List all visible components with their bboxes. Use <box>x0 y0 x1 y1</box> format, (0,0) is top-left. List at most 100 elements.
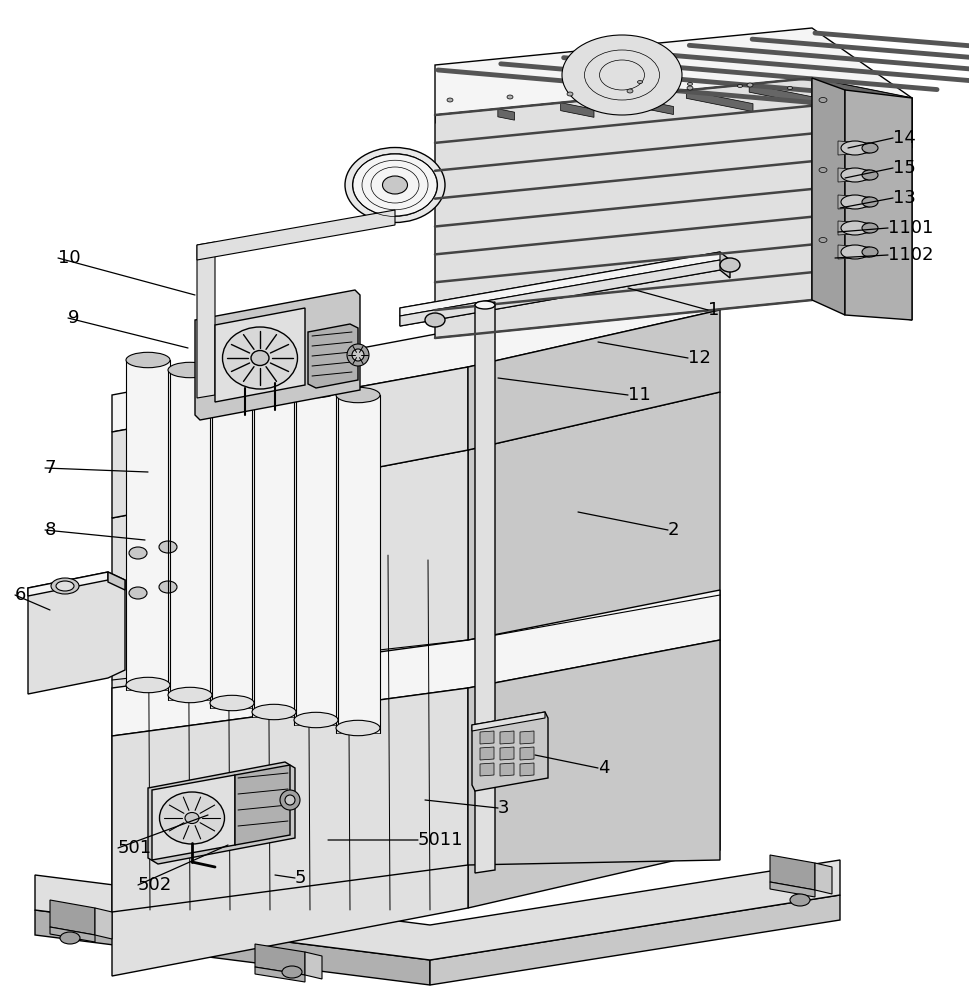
Ellipse shape <box>687 86 693 90</box>
Polygon shape <box>305 952 322 979</box>
Ellipse shape <box>737 85 742 88</box>
Polygon shape <box>255 967 305 982</box>
Text: 12: 12 <box>688 349 711 367</box>
Polygon shape <box>520 763 534 776</box>
Ellipse shape <box>819 167 827 172</box>
Text: 8: 8 <box>45 521 56 539</box>
Polygon shape <box>472 712 545 731</box>
Text: 15: 15 <box>893 159 916 177</box>
Polygon shape <box>112 688 468 912</box>
Ellipse shape <box>841 245 869 259</box>
Polygon shape <box>770 855 815 890</box>
Polygon shape <box>520 731 534 744</box>
Ellipse shape <box>159 541 177 553</box>
Polygon shape <box>498 109 515 120</box>
Text: 1101: 1101 <box>888 219 933 237</box>
Polygon shape <box>770 882 815 897</box>
Polygon shape <box>50 900 95 935</box>
Polygon shape <box>468 310 720 450</box>
Polygon shape <box>28 572 125 694</box>
Polygon shape <box>168 370 212 700</box>
Ellipse shape <box>210 370 254 386</box>
Polygon shape <box>112 590 720 736</box>
Polygon shape <box>138 534 168 566</box>
Ellipse shape <box>252 704 296 720</box>
Polygon shape <box>480 763 494 776</box>
Ellipse shape <box>251 351 269 365</box>
Polygon shape <box>112 367 468 518</box>
Polygon shape <box>749 84 832 109</box>
Polygon shape <box>812 78 912 106</box>
Text: 10: 10 <box>58 249 80 267</box>
Ellipse shape <box>223 327 297 389</box>
Polygon shape <box>686 90 753 112</box>
Text: 501: 501 <box>118 839 152 857</box>
Ellipse shape <box>819 98 827 103</box>
Ellipse shape <box>185 812 199 824</box>
Polygon shape <box>480 747 494 760</box>
Text: 5: 5 <box>295 869 306 887</box>
Polygon shape <box>838 141 870 155</box>
Ellipse shape <box>294 382 338 398</box>
Polygon shape <box>430 895 840 985</box>
Polygon shape <box>400 252 730 326</box>
Polygon shape <box>472 712 548 791</box>
Polygon shape <box>215 308 305 402</box>
Ellipse shape <box>862 143 878 153</box>
Ellipse shape <box>383 176 408 194</box>
Ellipse shape <box>562 35 682 115</box>
Polygon shape <box>468 392 720 908</box>
Ellipse shape <box>285 795 295 805</box>
Ellipse shape <box>720 258 740 272</box>
Polygon shape <box>480 731 494 744</box>
Text: 5011: 5011 <box>418 831 463 849</box>
Ellipse shape <box>687 83 693 86</box>
Text: 9: 9 <box>68 309 79 327</box>
Ellipse shape <box>280 790 300 810</box>
Ellipse shape <box>294 712 338 728</box>
Polygon shape <box>95 908 112 939</box>
Ellipse shape <box>352 349 364 361</box>
Ellipse shape <box>790 894 810 906</box>
Polygon shape <box>50 927 95 942</box>
Text: 11: 11 <box>628 386 651 404</box>
Text: 1: 1 <box>708 301 719 319</box>
Polygon shape <box>152 775 235 860</box>
Ellipse shape <box>336 720 380 736</box>
Polygon shape <box>500 731 514 744</box>
Polygon shape <box>294 390 338 725</box>
Ellipse shape <box>353 154 437 216</box>
Polygon shape <box>112 272 720 432</box>
Text: 2: 2 <box>668 521 679 539</box>
Ellipse shape <box>160 792 225 844</box>
Polygon shape <box>148 762 295 864</box>
Text: 13: 13 <box>893 189 916 207</box>
Polygon shape <box>838 245 870 259</box>
Ellipse shape <box>862 247 878 257</box>
Polygon shape <box>500 747 514 760</box>
Ellipse shape <box>51 578 79 594</box>
Polygon shape <box>308 324 358 388</box>
Ellipse shape <box>56 581 74 591</box>
Polygon shape <box>812 78 845 315</box>
Polygon shape <box>400 252 720 316</box>
Polygon shape <box>561 103 594 117</box>
Ellipse shape <box>252 377 296 393</box>
Ellipse shape <box>862 223 878 233</box>
Polygon shape <box>815 863 832 894</box>
Ellipse shape <box>129 547 147 559</box>
Ellipse shape <box>788 87 793 90</box>
Ellipse shape <box>638 81 642 84</box>
Polygon shape <box>435 28 912 148</box>
Ellipse shape <box>627 89 633 93</box>
Text: 6: 6 <box>15 586 26 604</box>
Ellipse shape <box>837 89 842 92</box>
Ellipse shape <box>126 352 170 368</box>
Ellipse shape <box>345 147 445 223</box>
Ellipse shape <box>841 221 869 235</box>
Ellipse shape <box>347 344 369 366</box>
Ellipse shape <box>126 677 170 693</box>
Polygon shape <box>195 290 360 420</box>
Ellipse shape <box>567 92 573 96</box>
Polygon shape <box>336 395 380 733</box>
